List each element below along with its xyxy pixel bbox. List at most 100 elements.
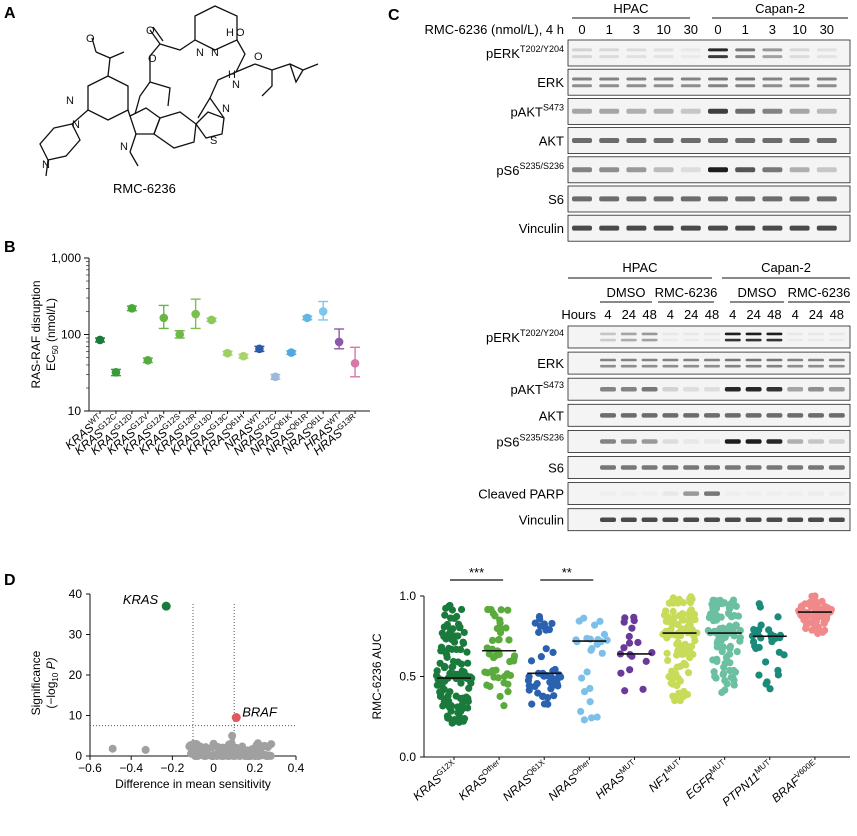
data-point-kras-g12v [142,355,153,365]
y-tick-label: 1,000 [51,251,81,265]
svg-text:O: O [146,25,155,37]
sample-point [818,628,827,636]
band [828,413,845,418]
sample-point [679,599,688,607]
auc-group-hras-mut [616,613,656,695]
sample-point [691,636,699,645]
band [724,517,741,522]
svg-text:H: H [228,69,236,81]
sample-point [713,655,721,663]
phospho-site: S235/S236 [519,432,564,442]
background-point [243,751,252,760]
blot-frame [567,68,851,96]
sample-point [439,702,447,710]
sample-point [665,599,673,607]
data-point-kras-g12c [110,368,121,377]
dose-label: 30 [820,22,834,37]
sample-point [680,687,688,696]
blot-row-label: pS6S235/S236 [496,161,564,178]
band [683,338,700,342]
data-point-kras-g12d [126,304,137,313]
sample-point [625,632,633,641]
band [600,465,616,470]
band [808,338,824,342]
band [662,465,679,470]
sample-point [721,659,729,667]
sample-point [617,669,625,677]
band [816,108,837,114]
data-point-kras-g13c [222,348,233,358]
protein-name: pERK [486,330,520,345]
hours-value: 48 [830,307,844,322]
svg-text:N: N [66,95,74,107]
protein-name: pS6 [496,163,519,178]
sample-point [823,604,832,612]
band [708,196,728,202]
sample-point [504,688,512,696]
sample-point [711,597,719,605]
band [620,364,637,368]
band [766,364,783,368]
background-point [108,744,117,753]
phospho-site: S473 [543,380,564,390]
blot-row-cleaved-parp [567,482,851,506]
protein-name: pS6 [496,434,519,449]
x-tick-label: KRASOther [455,758,505,804]
band [641,413,658,418]
blot-row-label: AKT [539,408,564,423]
phospho-site: S473 [543,102,564,112]
sample-point [578,674,586,682]
cell-line-label: HPAC [613,1,648,16]
sample-point [540,700,549,708]
band [626,77,647,81]
blot-row-pakt [567,377,851,401]
auc-group-ptpn11-mut [748,600,788,693]
band [600,439,616,444]
sample-point [459,639,468,647]
band [599,138,620,143]
background-point [257,750,266,759]
y-label-ec: EC [44,354,58,371]
sample-point [767,634,776,642]
sample-point [682,661,690,669]
auc-group-braf-v600e [795,592,835,638]
band [600,491,616,496]
band [599,196,620,202]
blot-row-erk [567,68,851,96]
band [745,465,762,470]
blot-row-label: pAKTS473 [510,102,564,119]
data-point-marker [191,309,200,319]
panel-label-d: D [4,572,16,589]
background-point [260,741,269,750]
sample-point [670,693,678,701]
sample-point [500,702,508,710]
data-point-marker [127,304,137,313]
band [725,491,741,496]
band [680,77,701,81]
blot-row-s6 [567,456,851,479]
sample-point [588,645,596,653]
data-point-nras-q61k [286,348,297,357]
phospho-site: T202/Y204 [520,328,564,338]
sample-point [454,632,462,640]
sample-point [464,659,472,667]
band [626,84,647,88]
background-point [228,731,237,740]
band [653,167,674,173]
sample-point [525,686,533,694]
band [641,517,658,522]
sample-point [662,617,670,625]
band [683,465,700,470]
sample-point [464,704,472,712]
x-tick-label: −0.4 [119,761,143,775]
sample-point [733,648,741,656]
band [704,387,720,392]
sample-point [673,651,681,659]
sample-point [620,644,628,652]
band [599,77,620,81]
band [762,196,783,202]
band [735,77,756,81]
sample-point [663,649,671,657]
band [816,167,837,173]
sample-point [528,700,536,708]
